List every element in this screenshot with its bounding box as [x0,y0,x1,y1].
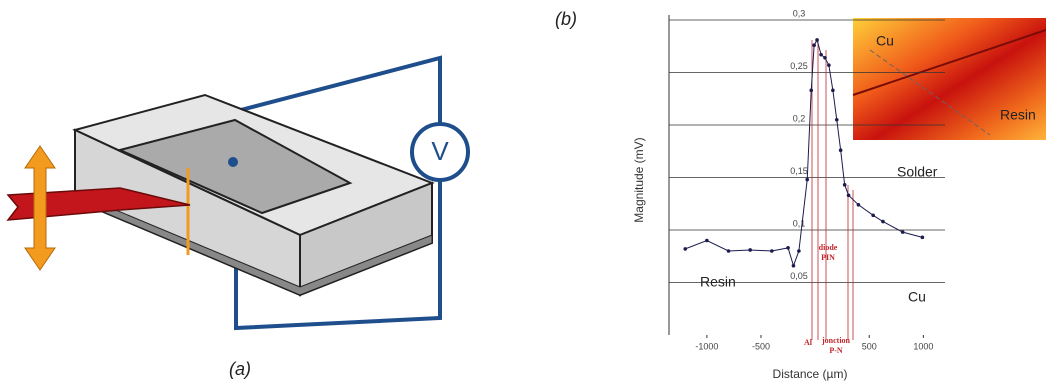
data-point [856,203,861,207]
x-tick-label: -1000 [695,341,718,351]
region-label: Solder [897,164,938,180]
y-tick-label: 0,1 [793,218,806,228]
data-point [831,88,835,93]
x-tick-label: 500 [862,341,877,351]
data-point [823,56,827,60]
y-tick-label: 0,2 [793,113,806,123]
region-label: Resin [700,274,736,290]
inset-scan [869,49,991,136]
data-point [805,177,810,182]
inset-image [853,18,1046,140]
x-tick-label: -500 [752,341,770,351]
panel-label: (b) [555,9,577,29]
voltmeter [410,122,470,182]
region-label: Cu [908,289,926,305]
x-axis-label: Distance (µm) [773,367,848,381]
y-tick-label: 0,3 [793,8,806,18]
chart: Cu Resin 1000 500 -500 -1000 0,3 0,25 0,2 0,15 0… [632,8,1046,381]
data-point [920,235,925,240]
data-point [683,247,688,251]
data-point [791,263,796,268]
data-point [809,88,814,93]
data-point [812,43,816,47]
panel-label: (a) [229,359,251,379]
inset-edge [852,29,1046,96]
inset-label: Cu [876,33,894,49]
y-tick-label: 0,05 [790,271,808,281]
y-tick-label: 0,15 [790,166,808,176]
data-point [705,238,709,243]
data-point [770,249,774,253]
data-point [815,38,819,42]
y-axis-label: Magnitude (mV) [632,137,646,222]
data-point [871,213,875,218]
data-point [900,230,905,234]
data-point [797,249,801,253]
data-point [726,249,731,253]
data-point [842,183,847,187]
data-point [748,248,752,252]
voltmeter-label: V [431,136,449,166]
y-tick-label: 0,25 [790,61,808,71]
motion-arrow [24,145,56,271]
data-point [827,63,831,67]
zone-label: diode [819,243,838,252]
probe [6,187,191,221]
zone-label: PIN [821,253,835,262]
data-point [834,117,839,122]
zone-label: Al [804,338,813,347]
data-point [786,246,790,250]
inset-label: Resin [1000,107,1036,123]
x-tick-label: 1000 [913,341,933,351]
data-point [846,193,851,198]
data-point [881,219,885,224]
zone-label: P-N [829,346,843,355]
data-point [838,148,843,152]
diagram-a: V (a) [6,55,470,379]
zone-label: jonction [821,336,851,345]
contact [228,157,238,167]
wire [234,180,442,331]
data-point [819,52,823,57]
